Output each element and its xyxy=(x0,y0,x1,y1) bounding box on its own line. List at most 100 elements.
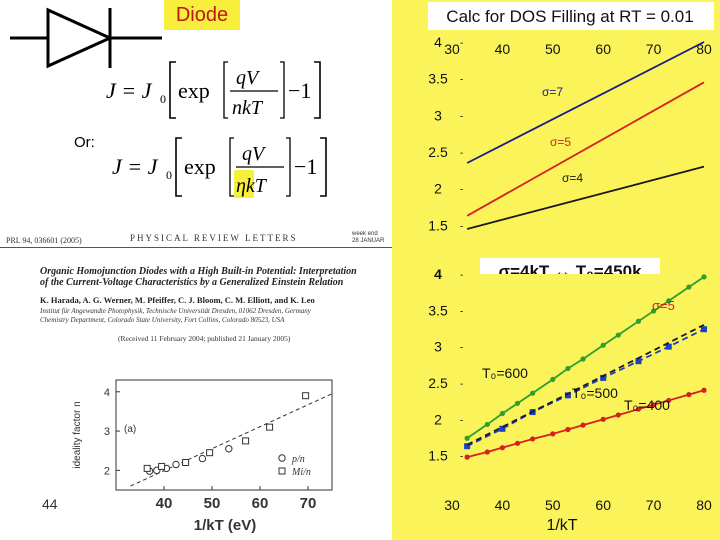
bottom-point-0-9 xyxy=(615,332,621,338)
point-1-0 xyxy=(143,464,151,472)
bottom-point-2-13 xyxy=(686,392,692,398)
bottom-point-2-7 xyxy=(580,422,586,428)
top-x-tick-label-2: 50 xyxy=(545,41,561,57)
top-y-tick-dash-4: - xyxy=(460,185,463,196)
bottom-series-line-1 xyxy=(466,328,705,448)
y-tick-label-2: 4 xyxy=(104,387,110,399)
top-y-tick-dash-3: - xyxy=(460,148,463,159)
bottom-point-2-8 xyxy=(600,416,606,422)
equation-1-exp: exp xyxy=(178,78,210,103)
bottom-point-0-4 xyxy=(530,390,536,396)
bottom-y-tick-dash-0: - xyxy=(460,270,463,281)
x-tick-label-1: 50 xyxy=(204,495,221,512)
bottom-point-1-7 xyxy=(701,326,707,333)
legend-label-1: Mi/n xyxy=(291,467,311,478)
paper-header-right: week end 28 JANUAR xyxy=(352,231,384,245)
bottom-point-1-3 xyxy=(564,392,571,399)
bottom-point-0-1 xyxy=(484,421,490,428)
bottom-point-2-11 xyxy=(651,402,657,408)
top-series-label-1: σ=5 xyxy=(550,135,571,149)
bottom-y-tick-dash-3: - xyxy=(460,379,463,390)
diode-label: Diode xyxy=(164,0,240,30)
paper-title-line-1: Organic Homojunction Diodes with a High … xyxy=(40,266,357,277)
top-x-tick-label-5: 80 xyxy=(696,41,712,57)
bottom-y-tick-dash-1: - xyxy=(460,306,463,317)
bottom-x-axis-label: 1/kT xyxy=(546,517,577,534)
bottom-point-0-11 xyxy=(651,308,657,314)
point-0-4 xyxy=(198,454,207,463)
bottom-y-tick-dash-2: - xyxy=(460,343,463,354)
x-axis-label: 1/kT (eV) xyxy=(194,517,257,534)
ideality-factor-plot: 40 50 60 70 2 3 4 1/kT (eV) ideality factor n (a)… xyxy=(72,379,333,534)
paper-header-left: PRL 94, 036601 (2005) xyxy=(6,236,82,245)
top-y-tick-dash-5: - xyxy=(460,221,463,232)
x-tick-label-2: 60 xyxy=(252,495,269,512)
bottom-point-1-4 xyxy=(600,374,607,381)
equation-1-sub: 0 xyxy=(160,92,166,106)
bottom-point-2-5 xyxy=(550,431,556,437)
bottom-point-2-10 xyxy=(635,406,642,412)
bottom-point-2-3 xyxy=(514,440,521,446)
equation-2-numerator: qV xyxy=(242,143,267,165)
eta-highlight xyxy=(234,170,254,198)
top-y-tick-label-4: 2 xyxy=(434,181,442,197)
bottom-group: 30 40 50 60 70 80 4 - 3.5 - 3 - 2.5 - 2 - 1.5 - xyxy=(428,266,712,513)
paper-header-rule xyxy=(0,247,392,248)
equation-1-numerator: qV xyxy=(236,67,261,89)
legend-marker-1 xyxy=(278,467,286,475)
paper-title: Organic Homojunction Diodes with a High … xyxy=(40,266,380,288)
equation-1-minus-one: −1 xyxy=(288,78,311,103)
equation-1-denominator: nkT xyxy=(232,97,264,119)
paper-affiliation-2: Chemistry Department, Colorado State Uni… xyxy=(40,315,285,324)
bottom-series-line-3 xyxy=(466,324,705,446)
bottom-x-tick-label-4: 70 xyxy=(646,497,662,513)
top-x-tick-label-4: 70 xyxy=(646,41,662,57)
bottom-y-tick-label-1: 3.5 xyxy=(428,302,448,318)
bottom-point-0-12 xyxy=(666,298,672,304)
top-y-tick-dash-0: - xyxy=(460,38,463,49)
chart-title-box xyxy=(428,2,714,30)
top-x-tick-label-0: 30 xyxy=(444,41,460,57)
top-plot-area xyxy=(452,42,704,262)
paper-authors: K. Harada, A. G. Werner, M. Pfeiffer, C.… xyxy=(40,295,315,305)
bottom-point-0-10 xyxy=(635,318,642,324)
bottom-point-0-7 xyxy=(580,356,586,362)
bottom-point-0-5 xyxy=(550,376,556,382)
top-chart-title: Calc for DOS Filling at RT = 0.01 xyxy=(446,7,693,26)
y-axis-label: ideality factor n xyxy=(72,401,83,468)
equation-2-minus-one: −1 xyxy=(294,154,317,179)
bottom-point-0-6 xyxy=(565,365,571,372)
point-1-1 xyxy=(158,462,166,470)
bottom-y-tick-label-2: 3 xyxy=(434,339,442,355)
bottom-x-tick-label-1: 40 xyxy=(495,497,511,513)
dos-filling-charts: Calc for DOS Filling at RT = 0.01 30 40 50 6… xyxy=(428,7,712,534)
legend-marker-0 xyxy=(278,454,286,462)
point-1-6 xyxy=(302,392,310,400)
top-y-tick-label-1: 3.5 xyxy=(428,71,448,87)
bottom-point-2-4 xyxy=(530,436,536,442)
bottom-point-1-0 xyxy=(464,443,471,450)
bottom-annotation-3: σ=5 xyxy=(652,298,675,313)
equation-2-exp: exp xyxy=(184,154,216,179)
bottom-annotation-0: T₀=600 xyxy=(482,365,528,381)
top-x-tick-label-3: 60 xyxy=(595,41,611,57)
bottom-x-tick-label-0: 30 xyxy=(444,497,460,513)
top-y-tick-dash-2: - xyxy=(460,111,463,122)
bottom-point-0-0 xyxy=(464,435,470,441)
bottom-point-0-13 xyxy=(686,284,692,290)
y-tick-label-1: 3 xyxy=(104,426,110,438)
bottom-point-2-1 xyxy=(484,449,490,455)
legend-label-0: p/n xyxy=(291,454,305,465)
bottom-y-tick-label-5: 1.5 xyxy=(428,448,448,464)
plot-frame xyxy=(115,379,333,491)
bottom-x-tick-label-2: 50 xyxy=(545,497,561,513)
point-0-5 xyxy=(225,445,233,453)
panel-label: (a) xyxy=(124,424,136,435)
bottom-y-tick-dash-4: - xyxy=(460,415,463,426)
y-tick-label-0: 2 xyxy=(104,465,110,477)
equation-1-lhs: J = J xyxy=(106,78,153,103)
bottom-point-2-14 xyxy=(701,387,707,393)
bottom-point-0-3 xyxy=(514,400,521,406)
equation-1: J = J 0 exp qV nkT −1 xyxy=(106,61,321,119)
equation-2-lhs: J = J xyxy=(112,154,159,179)
